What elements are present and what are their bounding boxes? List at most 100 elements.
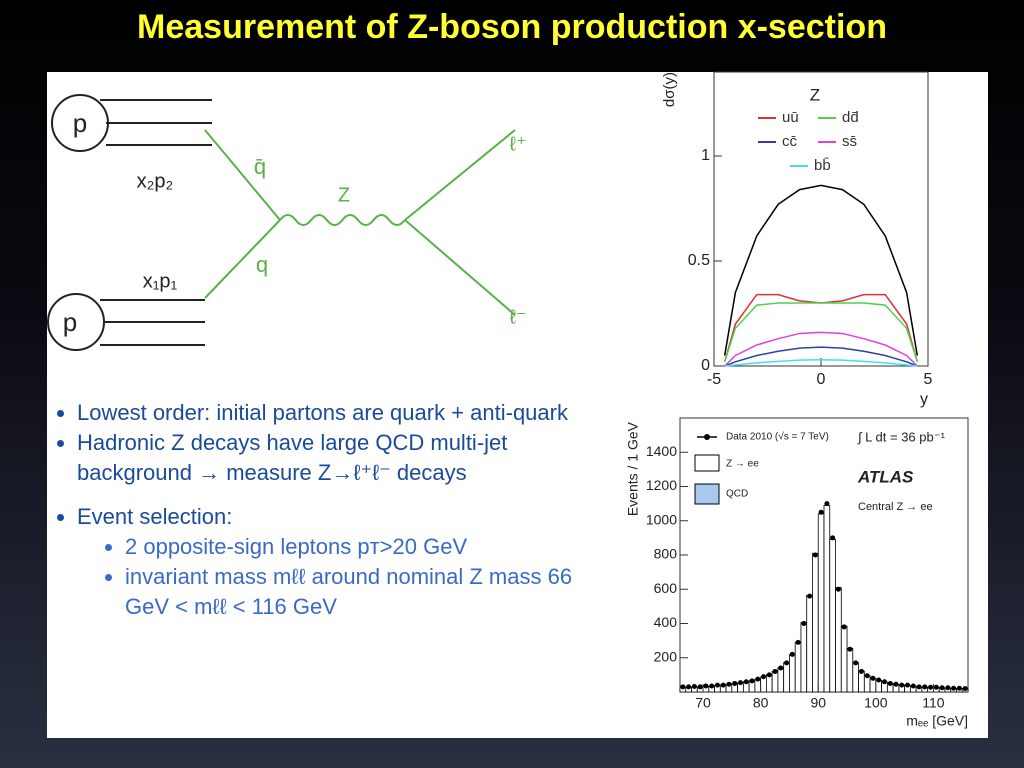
histogram-bar <box>771 671 779 693</box>
legend-label: cc̄ <box>782 133 798 150</box>
sub-bullet: invariant mass mℓℓ around nominal Z mass… <box>125 562 575 622</box>
histogram-bar <box>777 667 785 693</box>
series-line <box>723 184 919 356</box>
data-point <box>853 660 859 666</box>
y-tick-label: 1400 <box>646 443 677 459</box>
data-point <box>812 552 818 558</box>
x-tick-label: 100 <box>864 695 888 711</box>
diagram-label: x₁p₁ <box>143 270 178 292</box>
y-axis-label: dσ(y) <box>661 72 678 107</box>
diagram-label: x₂p₂ <box>137 170 174 192</box>
histogram-bar <box>858 670 865 693</box>
bullet: Lowest order: initial partons are quark … <box>77 398 575 428</box>
data-point <box>893 681 899 687</box>
legend-label: uū <box>782 109 799 126</box>
data-point <box>939 685 945 691</box>
diagram-label: q̄ <box>254 154 266 179</box>
x-axis-label: y <box>920 391 928 408</box>
histogram-bar <box>852 662 859 693</box>
diagram-label: ℓ⁺ <box>509 133 526 155</box>
data-point <box>680 684 686 690</box>
histogram-bar <box>800 622 808 693</box>
bullet: Hadronic Z decays have large QCD multi-j… <box>77 428 575 488</box>
data-point <box>697 684 703 690</box>
y-tick-label: 1 <box>701 147 710 164</box>
series-line <box>724 346 918 367</box>
series-line <box>724 331 918 367</box>
spectator-lines <box>100 99 212 146</box>
data-point <box>807 593 813 599</box>
legend-label: dd̄ <box>842 109 859 126</box>
data-point <box>795 639 801 645</box>
data-point <box>876 677 882 683</box>
legend-label: Z → ee <box>726 459 759 470</box>
data-point <box>778 665 784 671</box>
data-point <box>847 646 853 652</box>
y-tick-label: 600 <box>654 580 678 596</box>
data-point <box>910 683 916 689</box>
data-point <box>962 686 968 692</box>
histogram-bar <box>829 539 836 693</box>
diagram-label: q <box>256 252 268 277</box>
x-tick-label: 0 <box>817 371 826 388</box>
histogram-bar <box>812 552 819 693</box>
data-point <box>709 683 715 689</box>
data-point <box>835 586 841 592</box>
data-point <box>720 682 726 688</box>
data-point <box>887 680 893 686</box>
spectator-lines <box>100 299 205 346</box>
data-point <box>905 682 911 688</box>
x-tick-label: 110 <box>922 695 945 711</box>
data-point <box>830 535 836 541</box>
y-tick-label: 1000 <box>646 511 677 527</box>
histogram-bar <box>794 641 802 693</box>
annotation: Central Z → ee <box>858 501 933 513</box>
bullet: Event selection: 2 opposite-sign leptons … <box>77 502 575 622</box>
data-point <box>824 501 830 507</box>
legend-marker <box>704 434 710 440</box>
legend-label: QCD <box>726 489 748 500</box>
data-point <box>761 674 767 680</box>
diagram-label: Z <box>338 184 350 206</box>
y-tick-label: 0.5 <box>688 252 710 269</box>
series-line <box>724 358 918 367</box>
data-point <box>933 684 939 690</box>
x-tick-label: 90 <box>810 695 826 711</box>
histogram-bar <box>806 594 813 693</box>
data-point <box>945 685 951 691</box>
feynman-diagram <box>47 94 516 351</box>
y-tick-label: 400 <box>654 614 678 630</box>
histogram-bar <box>835 587 842 693</box>
legend-label: ss̄ <box>842 133 857 150</box>
data-point <box>772 668 778 674</box>
y-tick-label: 800 <box>654 546 678 562</box>
data-point <box>755 676 761 682</box>
series-line <box>723 293 919 363</box>
annotation: ATLAS <box>857 467 914 486</box>
data-point <box>864 673 870 679</box>
data-point <box>737 680 743 686</box>
data-point <box>703 683 709 689</box>
legend-swatch <box>694 454 720 472</box>
z-propagator <box>279 214 406 226</box>
bullet-text: Lowest order: initial partons are quark … <box>77 400 568 425</box>
diagram-label: p <box>73 108 87 138</box>
y-tick-label: 1200 <box>646 477 677 493</box>
legend-label: bb̄ <box>814 157 831 174</box>
bullet-list: Lowest order: initial partons are quark … <box>55 398 575 622</box>
data-point <box>841 624 847 630</box>
data-point <box>801 621 807 626</box>
data-point <box>928 684 934 690</box>
fermion-lines <box>204 129 516 316</box>
y-tick-label: 200 <box>654 648 678 664</box>
data-point <box>818 509 824 515</box>
y-tick-label: 0 <box>701 357 710 374</box>
y-axis-label: Events / 1 GeV <box>625 421 641 516</box>
sub-bullets: 2 opposite-sign leptons pᴛ>20 GeVinvaria… <box>77 532 575 622</box>
annotation: ∫ L dt = 36 pb⁻¹ <box>857 429 946 444</box>
diagram-label: ℓ⁻ <box>509 306 526 328</box>
x-axis-label: mₑₑ [GeV] <box>906 713 968 729</box>
data-point <box>743 679 749 685</box>
legend-label: Data 2010 (√s = 7 TeV) <box>726 431 829 443</box>
